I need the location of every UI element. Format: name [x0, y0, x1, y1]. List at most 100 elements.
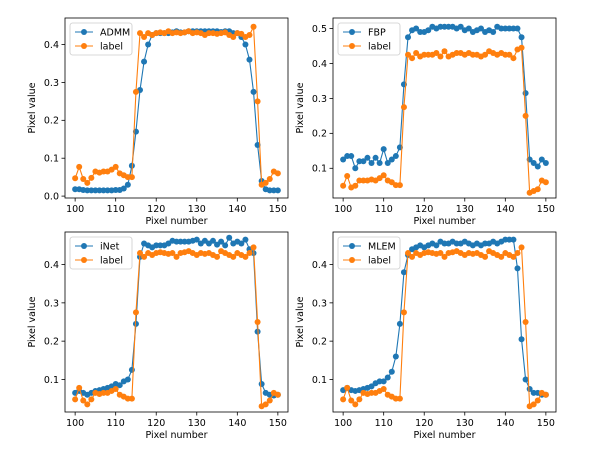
- x-tick-label: 120: [147, 204, 165, 215]
- data-point-label: [72, 396, 79, 403]
- data-point-admm: [274, 187, 281, 194]
- data-point-fbp: [348, 153, 355, 160]
- data-point-label: [274, 170, 281, 177]
- x-tick-label: 110: [375, 204, 393, 215]
- data-point-fbp: [384, 160, 391, 167]
- data-point-mlem: [392, 353, 399, 360]
- data-point-fbp: [380, 146, 387, 153]
- axes-frame: [64, 231, 289, 413]
- data-point-label: [514, 250, 521, 257]
- x-tick-label: 140: [228, 204, 246, 215]
- data-point-fbp: [372, 154, 379, 161]
- data-point-label: [356, 396, 363, 403]
- data-point-fbp: [518, 34, 525, 41]
- data-point-fbp: [522, 90, 529, 97]
- data-point-label: [396, 395, 403, 402]
- data-point-label: [141, 253, 148, 260]
- x-axis-label: Pixel number: [413, 216, 475, 227]
- data-point-label: [88, 174, 95, 181]
- data-point-fbp: [530, 160, 537, 167]
- data-point-label: [344, 172, 351, 179]
- data-point-inet: [226, 234, 233, 241]
- legend-marker: [81, 257, 87, 263]
- data-point-label: [112, 163, 119, 170]
- y-axis-label: Pixel value: [295, 296, 306, 347]
- data-point-label: [76, 163, 83, 170]
- y-tick-label: 0.2: [44, 337, 59, 348]
- data-point-label: [137, 30, 144, 37]
- x-tick-label: 130: [188, 418, 206, 429]
- data-point-fbp: [352, 165, 359, 172]
- panel-1: 100 110 120 130 140 150 0.0 0.1 0.2 0.3 0.4 Pixel n…: [27, 17, 289, 227]
- data-point-fbp: [360, 158, 367, 165]
- x-tick-label: 130: [456, 418, 474, 429]
- data-point-label: [214, 253, 221, 260]
- data-point-label: [522, 112, 529, 119]
- data-point-fbp: [413, 25, 420, 32]
- data-point-fbp: [405, 34, 412, 41]
- data-point-inet: [124, 376, 131, 383]
- data-point-label: [510, 253, 517, 260]
- data-point-mlem: [518, 336, 525, 343]
- data-point-label: [80, 397, 87, 404]
- y-tick-label: 0.2: [312, 337, 327, 348]
- data-point-label: [506, 51, 513, 58]
- x-axis-label: Pixel number: [145, 430, 207, 441]
- x-tick-label: 100: [66, 418, 84, 429]
- y-tick-label: 0.4: [44, 260, 59, 271]
- data-point-label: [112, 386, 119, 393]
- legend-marker: [349, 257, 355, 263]
- y-tick-label: 0.3: [44, 78, 59, 89]
- data-point-label: [80, 176, 87, 183]
- y-axis-label: Pixel value: [295, 82, 306, 133]
- legend-label: ADMM: [100, 27, 130, 38]
- data-point-label: [518, 244, 525, 251]
- data-point-inet: [128, 366, 135, 373]
- panel-4: 100 110 120 130 140 150 0.1 0.2 0.3 0.4 Pixel numb…: [295, 231, 557, 441]
- y-tick-label: 0.2: [44, 116, 59, 127]
- data-point-fbp: [340, 156, 347, 163]
- x-tick-label: 100: [334, 204, 352, 215]
- data-point-fbp: [542, 160, 549, 167]
- data-point-mlem: [388, 368, 395, 375]
- data-point-mlem: [522, 376, 529, 383]
- data-point-fbp: [490, 28, 497, 35]
- data-point-admm: [145, 41, 152, 48]
- data-point-admm: [120, 185, 127, 192]
- legend: ADMM label: [69, 22, 133, 56]
- data-point-mlem: [384, 374, 391, 381]
- data-point-admm: [250, 88, 257, 95]
- data-point-label: [437, 53, 444, 60]
- data-point-label: [132, 309, 139, 316]
- data-point-label: [405, 250, 412, 257]
- data-point-label: [230, 33, 237, 40]
- x-axis-label: Pixel number: [145, 216, 207, 227]
- legend-label: MLEM: [368, 241, 396, 252]
- data-point-label: [344, 384, 351, 391]
- data-point-label: [230, 253, 237, 260]
- x-tick-label: 150: [537, 204, 555, 215]
- data-point-fbp: [465, 25, 472, 32]
- data-point-fbp: [392, 153, 399, 160]
- data-point-mlem: [380, 378, 387, 385]
- data-point-mlem: [433, 242, 440, 249]
- data-point-label: [88, 396, 95, 403]
- data-point-label: [262, 401, 269, 408]
- legend-marker: [349, 243, 355, 249]
- data-point-mlem: [526, 386, 533, 393]
- series-line-label: [342, 46, 547, 194]
- data-point-label: [254, 319, 261, 325]
- axes-frame: [332, 231, 557, 413]
- y-tick-label: 0.3: [312, 298, 327, 309]
- panel-2: 100 110 120 130 140 150 0.1 0.2 0.3 0.4 0.5 Pixel n…: [295, 17, 557, 227]
- x-tick-label: 110: [375, 418, 393, 429]
- data-point-inet: [238, 240, 245, 247]
- y-tick-label: 0.5: [312, 24, 327, 35]
- legend: MLEM label: [337, 236, 401, 270]
- x-tick-label: 130: [188, 204, 206, 215]
- data-point-mlem: [510, 236, 517, 243]
- legend-marker: [81, 243, 87, 249]
- x-tick-label: 120: [415, 418, 433, 429]
- data-point-fbp: [514, 25, 521, 32]
